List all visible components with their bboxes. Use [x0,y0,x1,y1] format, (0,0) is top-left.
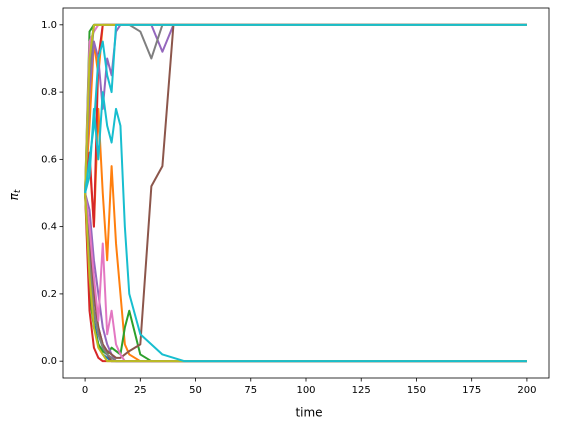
x-tick-label: 50 [189,385,202,396]
y-tick-label: 0.4 [41,222,57,233]
x-tick-label: 150 [407,385,426,396]
y-tick-label: 0.8 [41,87,57,98]
series-line [84,91,527,363]
x-axis-label: time [295,406,322,420]
series-line [84,23,527,194]
series-line [84,192,527,363]
series-line [84,23,527,194]
plot-frame [62,7,550,379]
y-axis-label: πt [7,189,23,200]
y-axis-label-sub: t [13,189,23,193]
series-line [84,192,527,363]
x-tick-label: 125 [352,385,371,396]
series-line [84,23,527,194]
x-tick-label: 100 [296,385,315,396]
x-tick-label: 25 [134,385,147,396]
series-line [84,107,527,363]
x-tick-label: 200 [517,385,536,396]
x-tick-label: 0 [82,385,88,396]
series-line [84,192,527,363]
series-line [84,23,527,359]
series-line [84,192,527,363]
series-line [84,192,527,363]
y-tick-label: 0.0 [41,356,57,367]
x-tick-label: 175 [462,385,481,396]
series-line [84,23,527,194]
series-line [84,23,527,194]
series-line [84,192,527,363]
series-line [84,23,527,194]
y-tick-label: 0.2 [41,289,57,300]
x-tick-label: 75 [244,385,257,396]
series-line [84,23,527,194]
series-line [84,192,527,363]
y-tick-label: 1.0 [41,20,57,31]
series-line [84,23,527,194]
y-tick-label: 0.6 [41,154,57,165]
y-axis-label-main: π [7,192,21,200]
series-line [84,192,527,363]
